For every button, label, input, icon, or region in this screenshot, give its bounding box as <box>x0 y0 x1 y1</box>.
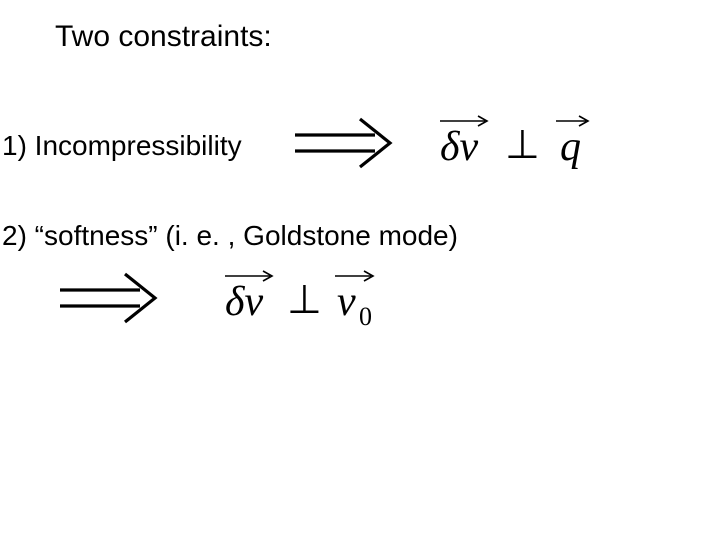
implies-icon <box>60 274 155 322</box>
implies-icon <box>295 119 390 167</box>
q-symbol: q <box>560 124 581 170</box>
constraint-2-equation: δv ⊥ v 0 <box>55 260 415 335</box>
delta-v-symbol: δv <box>225 279 264 325</box>
slide: Two constraints: 1) Incompressibility δv… <box>0 0 720 540</box>
constraint-1-equation: δv ⊥ q <box>290 105 620 180</box>
v0-subscript: 0 <box>359 302 372 331</box>
perp-symbol: ⊥ <box>287 277 322 322</box>
perp-symbol: ⊥ <box>505 122 540 167</box>
constraint-1-label: 1) Incompressibility <box>2 130 242 162</box>
v0-symbol: v <box>337 279 356 325</box>
constraint-2-label: 2) “softness” (i. e. , Goldstone mode) <box>2 220 458 252</box>
slide-title: Two constraints: <box>55 20 272 54</box>
delta-v-symbol: δv <box>440 124 479 170</box>
